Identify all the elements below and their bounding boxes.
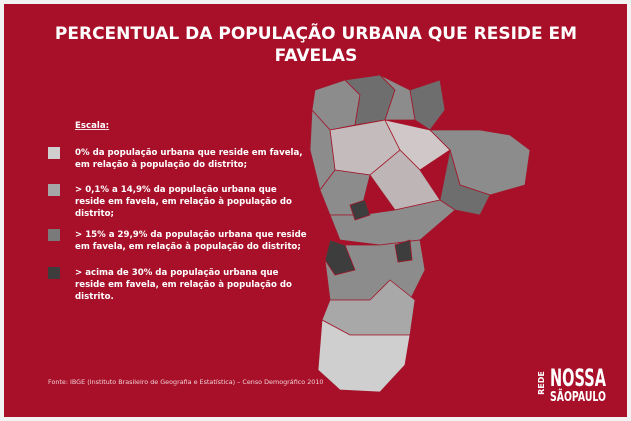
legend-text: em relação à população do distrito;: [75, 160, 247, 170]
legend-text: > 15% a 29,9% da população urbana que re…: [75, 230, 307, 240]
title-line: FAVELAS: [275, 46, 358, 66]
district: [394, 239, 413, 263]
district: [409, 79, 446, 131]
legend-text: em favela, em relação à população do dis…: [75, 242, 301, 252]
legend-text: > 0,1% a 14,9% da população urbana que: [75, 185, 277, 195]
district: [379, 74, 416, 121]
legend-text: reside em favela, em relação à população…: [75, 280, 292, 290]
map: [309, 74, 531, 393]
logo-bottom: SÃOPAULO: [550, 389, 606, 405]
district: [349, 199, 371, 221]
logo-side: REDE: [537, 371, 546, 395]
legend: 0% da população urbana que reside em fav…: [48, 147, 307, 302]
source: Fonte: IBGE (Instituto Brasileiro de Geo…: [48, 378, 323, 386]
district: [324, 239, 356, 276]
legend-swatch: [48, 229, 60, 241]
legend-swatch: [48, 147, 60, 159]
district: [369, 149, 441, 211]
legend-text: reside em favela, em relação à população…: [75, 197, 292, 207]
district: [384, 119, 451, 171]
district: [329, 199, 456, 246]
legend-swatch: [48, 184, 60, 196]
title-line: PERCENTUAL DA POPULAÇÃO URBANA QUE RESID…: [55, 21, 577, 44]
legend-text: 0% da população urbana que reside em fav…: [75, 148, 303, 158]
legend-heading: Escala:: [75, 121, 109, 131]
background: [4, 4, 627, 417]
legend-swatch: [48, 267, 60, 279]
legend-text: > acima de 30% da população urbana que: [75, 268, 279, 278]
legend-text: distrito.: [75, 292, 114, 302]
legend-text: distrito;: [75, 209, 114, 219]
logo-top: NOSSA: [550, 364, 606, 392]
district: [317, 319, 411, 393]
